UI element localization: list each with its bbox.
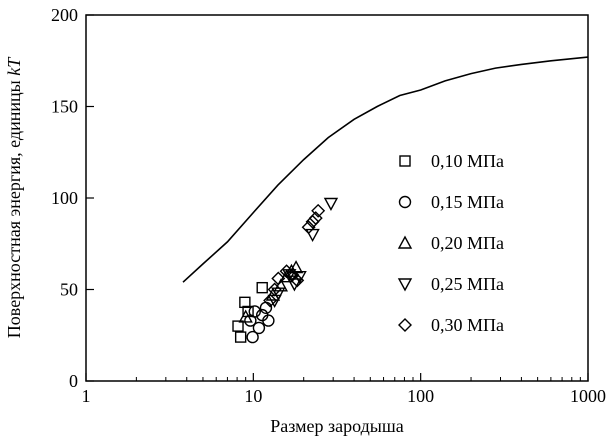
legend-marker-triangle-down [397,278,413,292]
x-tick-label: 1000 [570,386,606,406]
y-tick-label: 0 [69,371,78,391]
y-axis-label-text: Поверхностная энергия, единицы [4,76,24,338]
legend-label: 0,25 МПа [431,274,504,294]
data-point-triangle-down [305,228,320,243]
y-tick-label: 100 [51,188,78,208]
legend: 0,10 МПа 0,15 МПа 0,20 МПа 0,25 МПа 0,30 МПа [397,151,504,335]
axis-tick-labels: 1 10 100 1000 0 50 100 150 200 [51,5,606,406]
x-tick-label: 1 [82,386,91,406]
y-tick-label: 50 [60,280,78,300]
y-axis-label-unit: kT [4,56,24,76]
data-points [232,197,339,344]
y-axis-label: Поверхностная энергия, единицы kT [4,56,24,338]
legend-label: 0,20 МПа [431,233,504,253]
data-point-circle [262,314,275,327]
x-axis-label: Размер зародыша [270,416,403,436]
legend-marker-square [399,155,411,167]
x-tick-label: 10 [244,386,262,406]
y-tick-label: 200 [51,5,78,25]
data-point-circle [246,330,259,344]
legend-label: 0,10 МПа [431,151,504,171]
data-point-square [234,331,247,343]
data-point-square [256,281,268,294]
legend-marker-diamond [398,318,412,332]
data-point-diamond [311,203,326,218]
legend-label: 0,15 МПа [431,192,504,212]
y-tick-label: 150 [51,97,78,117]
data-point-diamond [290,273,305,288]
data-point-diamond [267,282,282,297]
data-point-triangle-up [238,309,253,323]
legend-marker-circle [398,195,412,209]
data-point-diamond [279,264,294,279]
x-tick-label: 100 [407,386,434,406]
data-point-diamond [301,220,316,235]
legend-marker-triangle-up [397,235,413,249]
data-point-triangle-down [323,197,339,211]
legend-label: 0,30 МПа [431,315,504,335]
surface-energy-curve [182,56,589,283]
data-point-circle [248,305,261,318]
data-point-square [239,296,251,309]
axis-ticks [85,14,589,382]
data-point-diamond [263,293,278,308]
data-point-circle [252,321,266,335]
data-point-diamond [305,214,320,229]
data-point-square [232,320,244,332]
data-point-triangle-up [273,278,289,292]
data-point-diamond [271,271,286,286]
